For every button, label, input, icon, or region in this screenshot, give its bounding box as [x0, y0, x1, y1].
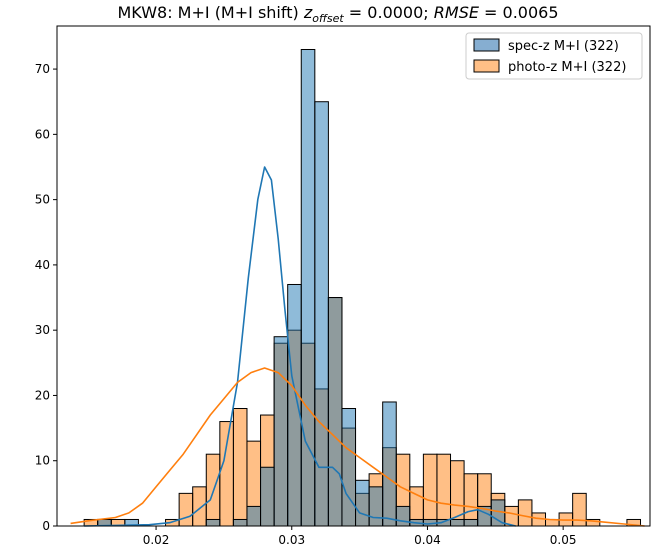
- photo-z-bar: [232, 408, 248, 527]
- legend-label-photo: photo-z M+I (322): [508, 60, 626, 75]
- legend: spec-z M+I (322) photo-z M+I (322): [465, 32, 643, 80]
- spec-z-bar: [327, 297, 343, 527]
- spec-z-bar: [395, 505, 411, 527]
- legend-swatch-photo: [473, 59, 500, 73]
- legend-label-spec: spec-z M+I (322): [508, 39, 619, 54]
- spec-z-bar: [382, 401, 397, 527]
- y-tick-label: 30: [35, 323, 50, 337]
- title-prefix: MKW8: M+I (M+I shift): [117, 3, 303, 22]
- y-tick-label: 70: [35, 62, 50, 76]
- spec-z-bar: [287, 283, 302, 527]
- legend-swatch-spec: [473, 38, 500, 52]
- photo-z-bar: [219, 421, 234, 527]
- x-tick-label: 0.03: [278, 533, 305, 547]
- axes: 0.02 0.03 0.04 0.05 0 10 20 30 40 50 60 70: [35, 25, 651, 547]
- photo-z-bar: [463, 473, 479, 527]
- kde-curves: [70, 166, 645, 527]
- y-tick-label: 50: [35, 193, 50, 207]
- legend-frame: [465, 32, 643, 80]
- title-rmse-value: = 0.0065: [479, 3, 559, 22]
- spec-z-bar: [246, 505, 262, 527]
- spec-z-bar: [463, 518, 479, 527]
- spec-z-bar: [232, 518, 248, 527]
- photo-z-bar: [422, 453, 438, 527]
- title-z-symbol: z: [303, 3, 313, 22]
- spec-z-bar: [368, 486, 384, 527]
- spec-z-bar: [205, 518, 221, 527]
- photo-z-bar: [178, 492, 194, 527]
- photo-z-bar: [436, 453, 452, 527]
- spec-z-bar: [260, 466, 275, 527]
- x-tick-label: 0.05: [550, 533, 577, 547]
- title-z-subscript: offset: [312, 12, 344, 25]
- spec-z-bar: [341, 408, 357, 527]
- title-offset-value: = 0.0000;: [344, 3, 434, 22]
- spec-z-kde-line: [84, 166, 516, 527]
- photo-z-bar: [517, 499, 533, 527]
- spec-z-bar: [273, 336, 289, 527]
- y-tick-label: 40: [35, 258, 50, 272]
- y-tick-label: 60: [35, 127, 50, 141]
- x-tick-label: 0.04: [414, 533, 441, 547]
- photo-z-kde-line: [70, 367, 645, 527]
- chart-title: MKW8: M+I (M+I shift) zoffset = 0.0000; …: [117, 3, 558, 25]
- photo-z-bar: [192, 486, 207, 527]
- y-tick-label: 20: [35, 388, 50, 402]
- plot-frame: [56, 25, 651, 527]
- spec-z-bar: [355, 479, 370, 527]
- y-tick-label: 0: [42, 519, 50, 533]
- spec-z-bar: [450, 518, 465, 527]
- y-tick-label: 10: [35, 454, 50, 468]
- x-tick-label: 0.02: [143, 533, 170, 547]
- title-rmse-label: RMSE: [434, 3, 480, 22]
